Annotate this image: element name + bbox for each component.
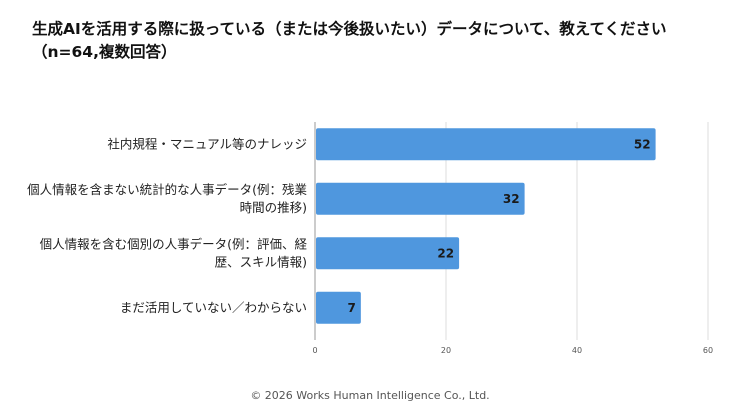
bar: [316, 128, 656, 161]
chart-title: 生成AIを活用する際に扱っている（または今後扱いたい）データについて、教えてくだ…: [32, 18, 732, 64]
data-label: 52: [634, 137, 651, 151]
category-label: 個人情報を含まない統計的な人事データ(例：残業: [27, 182, 307, 197]
data-label: 22: [437, 246, 454, 260]
x-tick-label: 60: [703, 346, 713, 355]
category-label: まだ活用していない／わからない: [120, 300, 307, 315]
copyright-footer: © 2026 Works Human Intelligence Co., Ltd…: [250, 389, 490, 402]
bar: [316, 291, 361, 324]
data-label: 32: [503, 192, 520, 206]
x-tick-label: 20: [441, 346, 451, 355]
data-label: 7: [347, 301, 355, 315]
category-label: 歴、スキル情報): [215, 254, 307, 269]
title-line-2: （n=64,複数回答）: [32, 43, 177, 61]
bar: [316, 237, 460, 270]
title-line-1: 生成AIを活用する際に扱っている（または今後扱いたい）データについて、教えてくだ…: [32, 20, 667, 38]
bar: [316, 182, 525, 215]
x-tick-label: 0: [312, 346, 317, 355]
category-label: 時間の推移): [240, 200, 307, 215]
category-label: 個人情報を含む個別の人事データ(例：評価、経: [40, 236, 308, 251]
category-label: 社内規程・マニュアル等のナレッジ: [107, 136, 307, 151]
x-tick-label: 40: [572, 346, 582, 355]
